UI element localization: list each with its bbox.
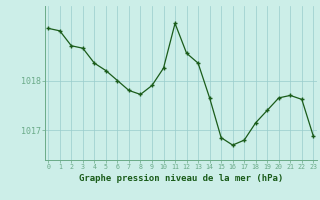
X-axis label: Graphe pression niveau de la mer (hPa): Graphe pression niveau de la mer (hPa) [79,174,283,183]
